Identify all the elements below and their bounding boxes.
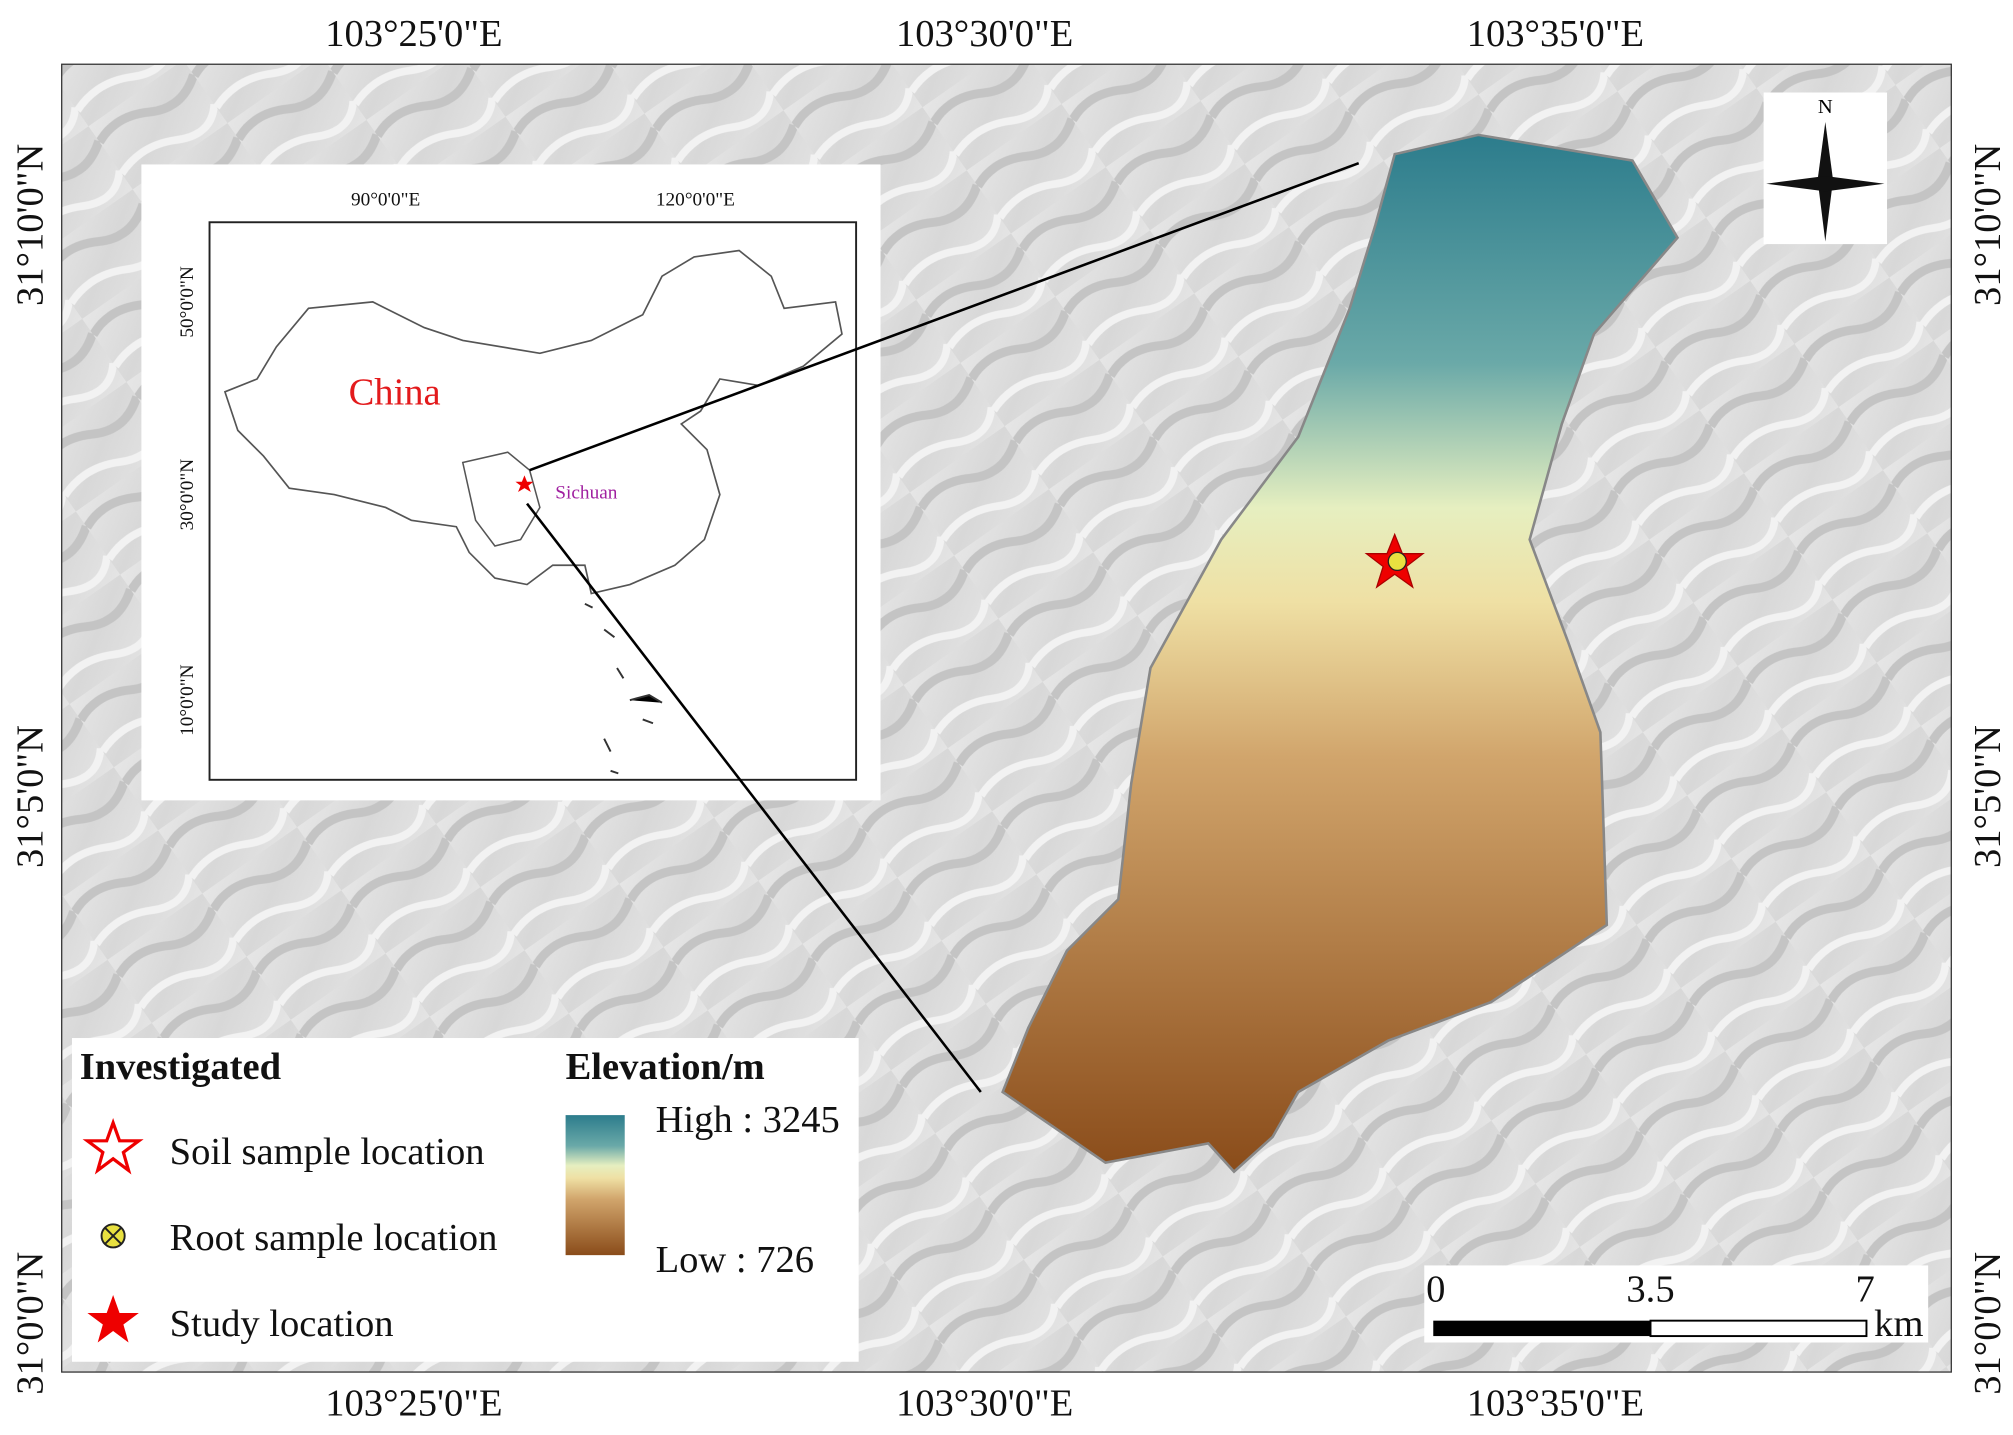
china-outline [223, 249, 843, 595]
country-label: China [349, 372, 441, 414]
scale-unit: km [1874, 1303, 1923, 1345]
scale-bar [1649, 1319, 1868, 1338]
inset-star [515, 475, 534, 493]
inset-frame [208, 221, 858, 781]
elevation-ramp [565, 1115, 625, 1256]
right-label: 31°10'0"N [1967, 144, 2009, 306]
legend-title: Elevation/m [566, 1046, 765, 1088]
inset-x-label: 120°0'0"E [656, 190, 735, 211]
elevation-low: Low : 726 [656, 1239, 815, 1281]
top-label: 103°35'0"E [1467, 13, 1644, 55]
root-marker [1387, 551, 1407, 572]
leader-line [529, 161, 1360, 472]
scale-label: 3.5 [1626, 1268, 1674, 1310]
soil-icon [82, 1118, 144, 1175]
legend-item: Study location [170, 1303, 394, 1345]
left-label: 31°5'0"N [9, 725, 51, 868]
top-label: 103°25'0"E [325, 13, 502, 55]
bottom-label: 103°25'0"E [325, 1383, 502, 1425]
province-label: Sichuan [555, 482, 617, 503]
scale-label: 7 [1856, 1268, 1875, 1310]
sichuan-outline [461, 451, 541, 547]
inset-y-label: 10°0'0"N [177, 664, 198, 736]
study-icon [87, 1294, 139, 1343]
study-area [1001, 133, 1680, 1174]
legend-box [71, 1038, 859, 1362]
legend-title: Investigated [80, 1046, 281, 1088]
left-label: 31°10'0"N [9, 144, 51, 306]
left-label: 31°0'0"N [9, 1252, 51, 1395]
inset-y-label: 50°0'0"N [177, 266, 198, 338]
legend-item: Soil sample location [170, 1131, 485, 1173]
elevation-high: High : 3245 [656, 1099, 840, 1141]
inset-x-label: 90°0'0"E [351, 190, 420, 211]
leader-line [526, 502, 982, 1093]
north-arrow [1766, 176, 1885, 192]
right-label: 31°0'0"N [1967, 1252, 2009, 1395]
bottom-label: 103°35'0"E [1467, 1383, 1644, 1425]
top-label: 103°30'0"E [896, 13, 1073, 55]
scale-label: 0 [1426, 1268, 1445, 1310]
inset-y-label: 30°0'0"N [177, 459, 198, 531]
scale-bar [1433, 1320, 1651, 1337]
inset-panel [141, 164, 881, 801]
right-label: 31°5'0"N [1967, 725, 2009, 868]
legend-item: Root sample location [170, 1217, 498, 1259]
root-icon-cross [104, 1227, 122, 1245]
bottom-label: 103°30'0"E [896, 1383, 1073, 1425]
north-label: N [1818, 96, 1833, 118]
islands [584, 602, 663, 775]
